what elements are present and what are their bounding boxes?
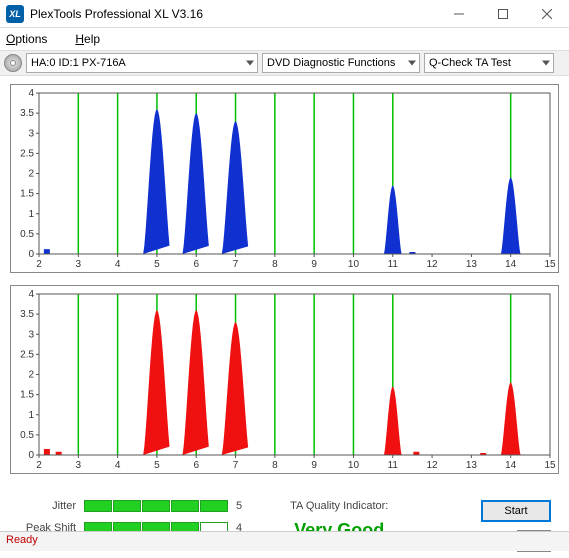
svg-text:0.5: 0.5: [20, 430, 34, 441]
app-logo-icon: XL: [6, 5, 24, 23]
meter-cell: [142, 500, 170, 512]
svg-text:4: 4: [115, 460, 121, 471]
chevron-down-icon: [246, 61, 254, 66]
svg-text:0: 0: [28, 249, 34, 260]
svg-text:2.5: 2.5: [20, 349, 34, 360]
drive-selector-label: HA:0 ID:1 PX-716A: [31, 57, 126, 69]
svg-text:2: 2: [28, 169, 34, 180]
function-selector-label: DVD Diagnostic Functions: [267, 57, 395, 69]
svg-text:3: 3: [28, 329, 34, 340]
chevron-down-icon: [542, 61, 550, 66]
metrics: Jitter 5 Peak Shift 4: [18, 500, 242, 534]
meter-cell: [171, 500, 199, 512]
svg-text:0: 0: [28, 450, 34, 461]
jitter-value: 5: [236, 500, 242, 512]
meter-cell: [113, 500, 141, 512]
meter-cell: [200, 500, 228, 512]
svg-text:3.5: 3.5: [20, 108, 34, 119]
svg-text:10: 10: [348, 259, 360, 270]
svg-text:5: 5: [154, 259, 160, 270]
svg-text:2: 2: [36, 460, 42, 471]
chart-bottom-svg: 0 0.5 1 1.5 2 2.5 3 3.5 4 2 3 4 5 6 7 8 9 10 11 12 13 14 15: [11, 286, 558, 473]
svg-text:13: 13: [466, 259, 478, 270]
maximize-button[interactable]: [481, 0, 525, 28]
svg-text:1.5: 1.5: [20, 189, 34, 200]
svg-text:2: 2: [28, 370, 34, 381]
svg-text:11: 11: [388, 460, 399, 471]
close-button[interactable]: [525, 0, 569, 28]
statusbar: Ready: [0, 531, 569, 551]
svg-text:10: 10: [348, 460, 360, 471]
svg-text:4: 4: [115, 259, 121, 270]
svg-text:13: 13: [466, 460, 478, 471]
svg-text:3: 3: [76, 259, 82, 270]
start-button[interactable]: Start: [481, 500, 551, 522]
svg-text:6: 6: [193, 259, 199, 270]
svg-text:7: 7: [233, 460, 239, 471]
titlebar: XL PlexTools Professional XL V3.16: [0, 0, 569, 28]
menubar: Options Help: [0, 28, 569, 50]
svg-text:12: 12: [427, 259, 439, 270]
svg-text:6: 6: [193, 460, 199, 471]
status-text: Ready: [6, 534, 38, 546]
window-title: PlexTools Professional XL V3.16: [30, 7, 437, 21]
svg-text:0.5: 0.5: [20, 229, 34, 240]
svg-text:2: 2: [36, 259, 42, 270]
toolbar: HA:0 ID:1 PX-716A DVD Diagnostic Functio…: [0, 50, 569, 76]
svg-text:12: 12: [427, 460, 439, 471]
svg-text:8: 8: [272, 460, 278, 471]
svg-text:11: 11: [388, 259, 399, 270]
chart-top: 0 0.5 1 1.5 2 2.5 3 3.5 4 2 3 4 5 6 7 8 9 10 11 12 13 14 15: [10, 84, 559, 273]
jitter-label: Jitter: [18, 500, 76, 512]
menu-help[interactable]: Help: [75, 32, 114, 46]
svg-text:15: 15: [544, 460, 556, 471]
svg-text:7: 7: [233, 259, 239, 270]
test-selector[interactable]: Q-Check TA Test: [424, 53, 554, 73]
meter-cell: [84, 500, 112, 512]
chevron-down-icon: [408, 61, 416, 66]
chart-area: 00.511.522.533.5423456789101112131415 00…: [0, 76, 569, 494]
svg-text:9: 9: [311, 259, 317, 270]
test-selector-label: Q-Check TA Test: [429, 57, 511, 69]
svg-text:15: 15: [544, 259, 556, 270]
svg-text:9: 9: [311, 460, 317, 471]
chart-bottom: 0 0.5 1 1.5 2 2.5 3 3.5 4 2 3 4 5 6 7 8 9 10 11 12 13 14 15: [10, 285, 559, 474]
svg-text:2.5: 2.5: [20, 148, 34, 159]
quality-label: TA Quality Indicator:: [290, 500, 388, 512]
svg-text:1: 1: [28, 209, 34, 220]
jitter-row: Jitter 5: [18, 500, 242, 512]
svg-text:8: 8: [272, 259, 278, 270]
chart-top-svg: 0 0.5 1 1.5 2 2.5 3 3.5 4 2 3 4 5 6 7 8 9 10 11 12 13 14 15: [11, 85, 558, 272]
svg-text:3: 3: [28, 128, 34, 139]
svg-text:3.5: 3.5: [20, 309, 34, 320]
svg-text:3: 3: [76, 460, 82, 471]
disc-icon: [4, 54, 22, 72]
jitter-meter: [84, 500, 228, 512]
svg-text:4: 4: [28, 88, 34, 99]
svg-text:1: 1: [28, 410, 34, 421]
drive-selector[interactable]: HA:0 ID:1 PX-716A: [26, 53, 258, 73]
minimize-button[interactable]: [437, 0, 481, 28]
function-selector[interactable]: DVD Diagnostic Functions: [262, 53, 420, 73]
svg-text:5: 5: [154, 460, 160, 471]
svg-text:14: 14: [505, 460, 517, 471]
svg-text:1.5: 1.5: [20, 390, 34, 401]
menu-options[interactable]: Options: [6, 32, 61, 46]
svg-text:14: 14: [505, 259, 517, 270]
svg-text:4: 4: [28, 289, 34, 300]
